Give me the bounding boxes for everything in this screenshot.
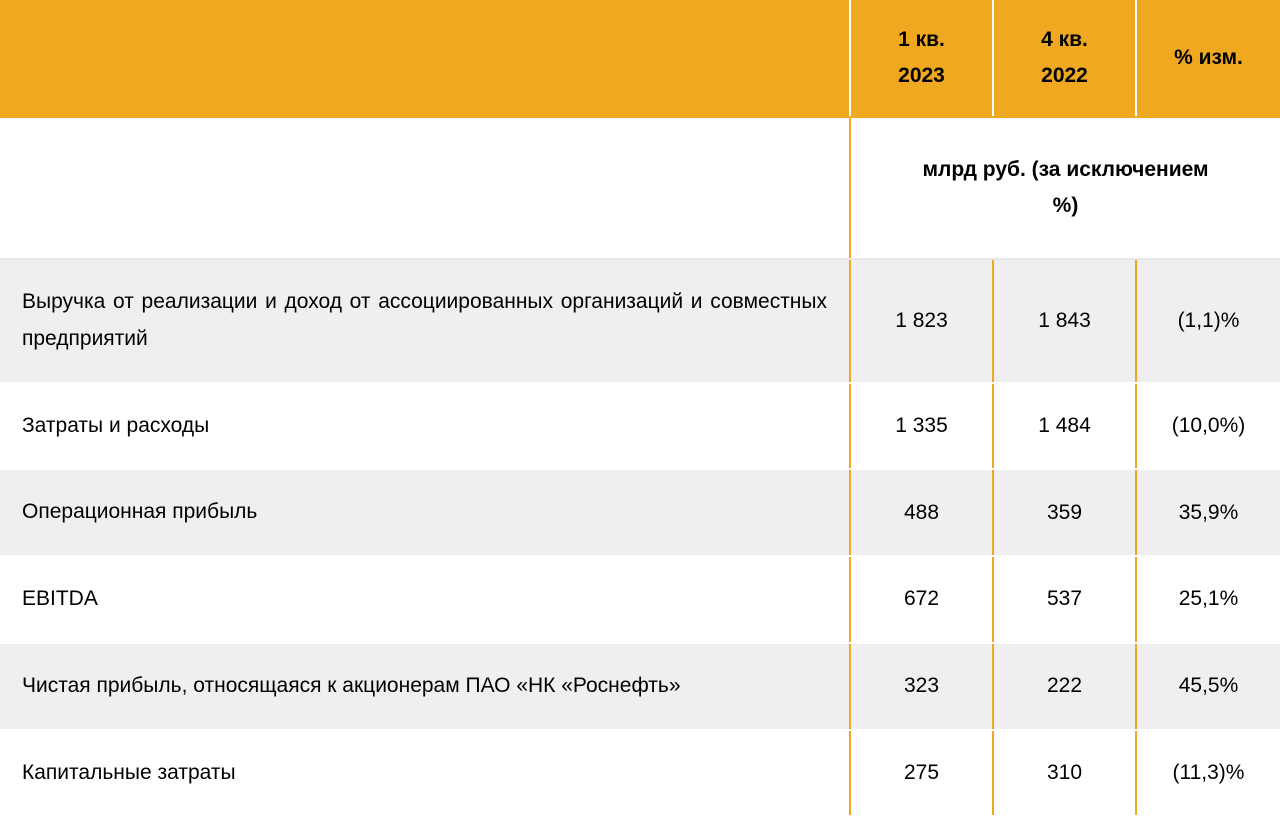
unit-note: млрд руб. (за исключением %) xyxy=(850,117,1280,259)
unit-note-line1: млрд руб. (за исключением xyxy=(861,158,1270,182)
row-pct: 25,1% xyxy=(1136,556,1280,643)
table-row: Затраты и расходы 1 335 1 484 (10,0%) xyxy=(0,383,1280,470)
header-q4: 4 кв. 2022 xyxy=(993,0,1136,117)
header-q1: 1 кв. 2023 xyxy=(850,0,993,117)
row-q4: 537 xyxy=(993,556,1136,643)
header-empty xyxy=(0,0,850,117)
table-row: EBITDA 672 537 25,1% xyxy=(0,556,1280,643)
header-pct-label: % изм. xyxy=(1174,46,1243,69)
row-q4: 359 xyxy=(993,469,1136,556)
row-label: Затраты и расходы xyxy=(0,383,850,470)
unit-empty xyxy=(0,117,850,259)
row-label: Чистая прибыль, относящаяся к акционерам… xyxy=(0,643,850,730)
row-label: Капитальные затраты xyxy=(0,730,850,817)
financial-table: 1 кв. 2023 4 кв. 2022 % изм. млрд руб. (… xyxy=(0,0,1280,817)
header-pct: % изм. xyxy=(1136,0,1280,117)
unit-row: млрд руб. (за исключением %) xyxy=(0,117,1280,259)
row-q4: 222 xyxy=(993,643,1136,730)
row-pct: (10,0%) xyxy=(1136,383,1280,470)
header-q4-line1: 4 кв. xyxy=(1004,28,1125,52)
row-pct: (11,3)% xyxy=(1136,730,1280,817)
table-row: Капитальные затраты 275 310 (11,3)% xyxy=(0,730,1280,817)
row-q1: 1 823 xyxy=(850,259,993,383)
row-label: Выручка от реализации и доход от ассоции… xyxy=(0,259,850,383)
row-q4: 1 843 xyxy=(993,259,1136,383)
row-q1: 488 xyxy=(850,469,993,556)
row-q1: 275 xyxy=(850,730,993,817)
header-q1-line2: 2023 xyxy=(861,64,982,88)
row-q1: 672 xyxy=(850,556,993,643)
row-q4: 1 484 xyxy=(993,383,1136,470)
table-row: Операционная прибыль 488 359 35,9% xyxy=(0,469,1280,556)
row-q4: 310 xyxy=(993,730,1136,817)
row-label: EBITDA xyxy=(0,556,850,643)
row-q1: 323 xyxy=(850,643,993,730)
row-pct: 35,9% xyxy=(1136,469,1280,556)
table-header-row: 1 кв. 2023 4 кв. 2022 % изм. xyxy=(0,0,1280,117)
row-q1: 1 335 xyxy=(850,383,993,470)
table-row: Чистая прибыль, относящаяся к акционерам… xyxy=(0,643,1280,730)
row-pct: 45,5% xyxy=(1136,643,1280,730)
table-row: Выручка от реализации и доход от ассоции… xyxy=(0,259,1280,383)
table-body: млрд руб. (за исключением %) Выручка от … xyxy=(0,117,1280,816)
header-q1-line1: 1 кв. xyxy=(861,28,982,52)
unit-note-line2: %) xyxy=(861,194,1270,218)
row-label: Операционная прибыль xyxy=(0,469,850,556)
row-pct: (1,1)% xyxy=(1136,259,1280,383)
header-q4-line2: 2022 xyxy=(1004,64,1125,88)
